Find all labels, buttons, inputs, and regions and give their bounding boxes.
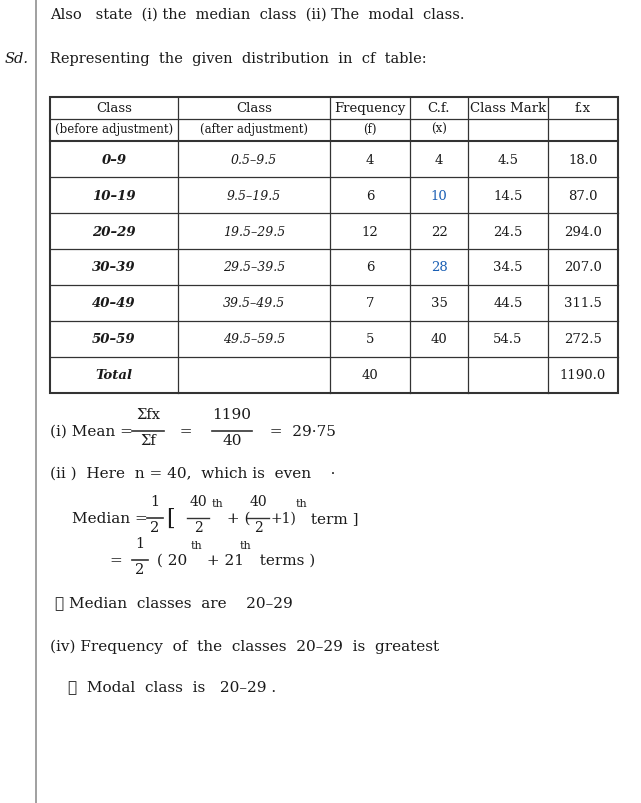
Text: (x): (x) [431, 123, 447, 136]
Text: 54.5: 54.5 [494, 333, 522, 346]
Text: 28: 28 [431, 261, 447, 274]
Text: Class: Class [236, 102, 272, 115]
Text: C.f.: C.f. [428, 102, 450, 115]
Text: 29.5–39.5: 29.5–39.5 [223, 261, 285, 274]
Text: th: th [191, 540, 203, 550]
Text: 12: 12 [362, 225, 378, 238]
Text: 87.0: 87.0 [569, 190, 598, 202]
Text: + 21: + 21 [202, 553, 244, 567]
Text: 272.5: 272.5 [564, 333, 602, 346]
Text: 14.5: 14.5 [494, 190, 522, 202]
Text: 40: 40 [249, 495, 267, 508]
Text: 5: 5 [366, 333, 374, 346]
Text: (f): (f) [363, 123, 377, 136]
Text: 40: 40 [222, 434, 242, 447]
Text: Frequency: Frequency [335, 102, 406, 115]
Text: (i) Mean =: (i) Mean = [50, 425, 138, 438]
Text: ( 20: ( 20 [152, 553, 187, 567]
Text: 7: 7 [366, 297, 374, 310]
Text: 6: 6 [366, 190, 374, 202]
Text: (before adjustment): (before adjustment) [55, 123, 173, 136]
Text: 2: 2 [254, 520, 262, 534]
Text: [: [ [166, 507, 175, 529]
Text: (after adjustment): (after adjustment) [200, 123, 308, 136]
Text: th: th [296, 499, 308, 508]
Text: Class Mark: Class Mark [470, 102, 546, 115]
Text: Σf: Σf [140, 434, 156, 447]
Text: 10: 10 [431, 190, 447, 202]
Text: term ]: term ] [306, 512, 358, 525]
Text: 0.5–9.5: 0.5–9.5 [231, 153, 277, 166]
Text: Σfx: Σfx [136, 407, 160, 422]
Text: terms ): terms ) [250, 553, 315, 567]
Text: 40–49: 40–49 [92, 297, 136, 310]
Text: 34.5: 34.5 [494, 261, 523, 274]
Text: 49.5–59.5: 49.5–59.5 [223, 333, 285, 346]
Text: 2: 2 [151, 520, 160, 534]
Text: 20–29: 20–29 [92, 225, 136, 238]
Text: 10–19: 10–19 [92, 190, 136, 202]
Text: 39.5–49.5: 39.5–49.5 [223, 297, 285, 310]
Text: =  29·75: = 29·75 [260, 425, 336, 438]
Text: 40: 40 [189, 495, 207, 508]
Text: (iv) Frequency  of  the  classes  20–29  is  greatest: (iv) Frequency of the classes 20–29 is g… [50, 639, 439, 654]
Text: Median =: Median = [72, 512, 153, 525]
Text: ∴  Modal  class  is   20–29 .: ∴ Modal class is 20–29 . [68, 679, 276, 693]
Text: 6: 6 [366, 261, 374, 274]
Text: 0–9: 0–9 [101, 153, 126, 166]
Text: f.x: f.x [575, 102, 591, 115]
Text: 1: 1 [151, 495, 160, 508]
Text: 18.0: 18.0 [569, 153, 597, 166]
Text: 311.5: 311.5 [564, 297, 602, 310]
Text: 2: 2 [194, 520, 203, 534]
Text: (ii )  Here  n = 40,  which is  even    ·: (ii ) Here n = 40, which is even · [50, 467, 335, 480]
Text: Class: Class [96, 102, 132, 115]
Text: Total: Total [96, 369, 133, 382]
Text: Also   state  (i) the  median  class  (ii) The  modal  class.: Also state (i) the median class (ii) The… [50, 8, 465, 22]
Text: =: = [170, 425, 203, 438]
Text: 1190.0: 1190.0 [560, 369, 606, 382]
Text: 207.0: 207.0 [564, 261, 602, 274]
Text: Sd.: Sd. [5, 52, 29, 66]
Text: 1: 1 [135, 536, 145, 550]
Text: + (: + ( [222, 512, 251, 525]
Bar [50, 98, 618, 393]
Text: 4.5: 4.5 [497, 153, 519, 166]
Text: =: = [110, 553, 133, 567]
Text: 9.5–19.5: 9.5–19.5 [227, 190, 281, 202]
Text: Representing  the  given  distribution  in  cf  table:: Representing the given distribution in c… [50, 52, 427, 66]
Text: 50–59: 50–59 [92, 333, 136, 346]
Text: +1): +1) [271, 512, 297, 525]
Text: 30–39: 30–39 [92, 261, 136, 274]
Text: 24.5: 24.5 [494, 225, 522, 238]
Text: 1190: 1190 [213, 407, 251, 422]
Text: 44.5: 44.5 [494, 297, 522, 310]
Text: 40: 40 [362, 369, 378, 382]
Text: 4: 4 [435, 153, 443, 166]
Text: 2: 2 [135, 562, 145, 577]
Text: 19.5–29.5: 19.5–29.5 [223, 225, 285, 238]
Text: 40: 40 [431, 333, 447, 346]
Text: ∴ Median  classes  are    20–29: ∴ Median classes are 20–29 [55, 595, 293, 609]
Text: th: th [212, 499, 224, 508]
Text: th: th [240, 540, 252, 550]
Text: 22: 22 [431, 225, 447, 238]
Text: 294.0: 294.0 [564, 225, 602, 238]
Text: 4: 4 [366, 153, 374, 166]
Text: 35: 35 [431, 297, 447, 310]
